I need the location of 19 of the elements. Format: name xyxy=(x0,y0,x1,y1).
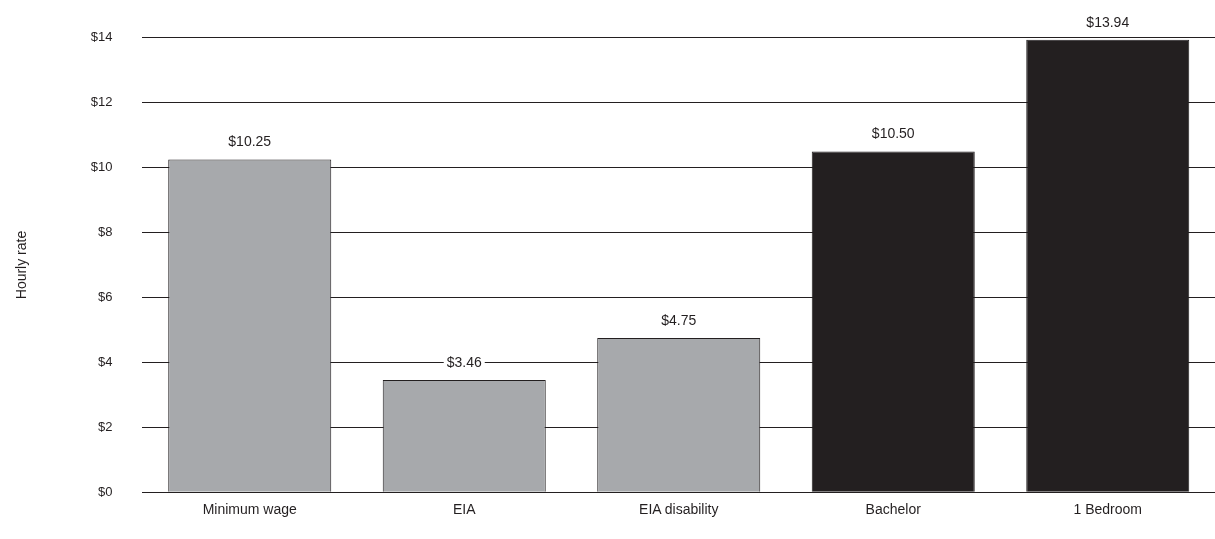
y-tick-label: $0 xyxy=(98,483,113,499)
y-tick-label: $14 xyxy=(90,29,113,45)
y-tick-label: $2 xyxy=(98,418,113,434)
y-tick-label: $4 xyxy=(98,353,113,369)
x-tick-label: EIA disability xyxy=(639,501,719,518)
data-label: $10.25 xyxy=(228,133,272,150)
x-tick-label: Minimum wage xyxy=(202,501,298,518)
y-tick-label: $12 xyxy=(90,94,113,110)
x-tick-label: 1 Bedroom xyxy=(1073,501,1142,518)
data-label: $3.46 xyxy=(446,353,482,370)
data-label: $4.75 xyxy=(661,311,697,328)
y-tick-label: $10 xyxy=(90,159,113,175)
y-tick-label: $6 xyxy=(98,289,113,305)
y-tick-label: $8 xyxy=(98,224,113,240)
x-tick-label: EIA xyxy=(452,501,477,518)
y-axis-title: Hourly rate xyxy=(13,230,30,300)
x-tick-label: Bachelor xyxy=(865,501,922,518)
data-label: $10.50 xyxy=(871,125,915,142)
data-label: $13.94 xyxy=(1086,13,1130,30)
